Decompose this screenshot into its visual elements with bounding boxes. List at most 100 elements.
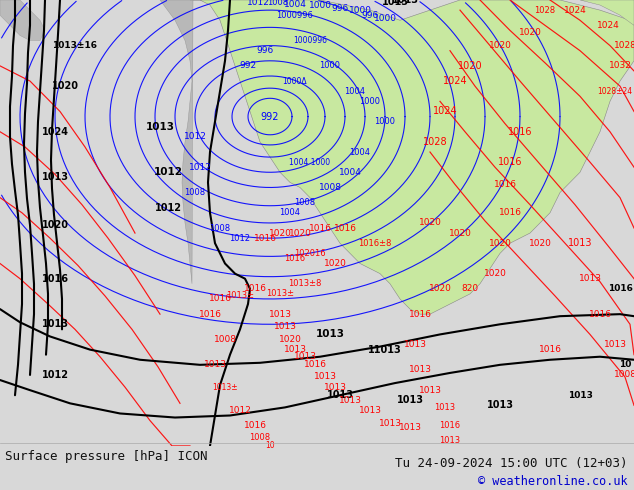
Text: 1013: 1013: [269, 310, 292, 318]
Text: 1000Δ: 1000Δ: [283, 76, 307, 86]
Text: 1024: 1024: [443, 76, 467, 86]
Text: 1016: 1016: [285, 254, 306, 263]
Text: 1020: 1020: [458, 61, 482, 71]
Text: 1000: 1000: [373, 14, 396, 23]
Text: 1028: 1028: [423, 137, 448, 147]
Text: 1013±8: 1013±8: [288, 279, 321, 288]
Polygon shape: [160, 0, 193, 284]
Text: 1013: 1013: [145, 122, 174, 132]
Text: 1020: 1020: [278, 335, 301, 344]
Text: 1016: 1016: [498, 157, 522, 167]
Text: 1012: 1012: [41, 370, 68, 380]
Text: 1013±16: 1013±16: [53, 41, 98, 50]
Text: 1013: 1013: [204, 360, 226, 369]
Text: 1000: 1000: [375, 117, 396, 126]
Text: 1016±8: 1016±8: [358, 239, 392, 248]
Text: 1013: 1013: [339, 396, 361, 405]
Text: 1020: 1020: [269, 228, 292, 238]
Text: 1004: 1004: [349, 147, 370, 156]
Text: 992: 992: [261, 112, 279, 122]
Text: 1013: 1013: [399, 423, 422, 432]
Text: 1024: 1024: [597, 21, 619, 30]
Text: 1008: 1008: [294, 198, 316, 207]
Text: 1008: 1008: [184, 188, 205, 197]
Text: 1016: 1016: [254, 234, 276, 243]
Text: 992: 992: [240, 61, 257, 71]
Text: 1016: 1016: [198, 310, 221, 318]
Text: 1000: 1000: [320, 61, 340, 71]
Polygon shape: [0, 0, 45, 41]
Text: 1012: 1012: [229, 406, 252, 415]
Text: 1013: 1013: [41, 172, 68, 182]
Text: 1016: 1016: [209, 294, 231, 303]
Text: © weatheronline.co.uk: © weatheronline.co.uk: [478, 475, 628, 488]
Text: 11013: 11013: [368, 344, 402, 355]
Text: 1000: 1000: [349, 5, 372, 15]
Text: 1000: 1000: [309, 0, 332, 10]
Text: 996: 996: [332, 3, 349, 13]
Text: 820: 820: [462, 284, 479, 294]
Text: 1020: 1020: [41, 220, 68, 230]
Text: 1020: 1020: [418, 219, 441, 227]
Text: 1020: 1020: [429, 284, 451, 294]
Text: 1013: 1013: [327, 390, 354, 400]
Text: 1016: 1016: [41, 274, 68, 284]
Text: 10: 10: [265, 441, 275, 450]
Polygon shape: [580, 0, 634, 25]
Text: 1013: 1013: [396, 395, 424, 405]
Text: 1008: 1008: [268, 0, 288, 6]
Text: 1004: 1004: [344, 87, 365, 96]
Text: 1013: 1013: [604, 340, 626, 349]
Text: 1008: 1008: [209, 223, 231, 233]
Text: 1013: 1013: [392, 0, 418, 5]
Text: 1020: 1020: [489, 239, 512, 248]
Text: 1024: 1024: [41, 127, 68, 137]
Text: 1028: 1028: [534, 5, 555, 15]
Text: 1016: 1016: [408, 310, 432, 318]
Text: 1016: 1016: [493, 180, 517, 189]
Polygon shape: [190, 0, 634, 314]
Text: 1012: 1012: [184, 132, 207, 141]
Text: 1020: 1020: [288, 228, 311, 238]
Text: 1013: 1013: [358, 406, 382, 415]
Text: 1032: 1032: [609, 61, 631, 71]
Text: 1024: 1024: [564, 5, 586, 15]
Text: 1016: 1016: [243, 284, 266, 294]
Text: 1012: 1012: [155, 203, 181, 213]
Text: 1012: 1012: [230, 234, 250, 243]
Text: 1016: 1016: [588, 310, 612, 318]
Text: 1013: 1013: [439, 436, 460, 445]
Text: 1013±: 1013±: [212, 383, 238, 392]
Text: 10: 10: [619, 360, 631, 369]
Text: 102016: 102016: [294, 249, 326, 258]
Text: Tu 24-09-2024 15:00 UTC (12+03): Tu 24-09-2024 15:00 UTC (12+03): [395, 457, 628, 469]
Text: 1012: 1012: [247, 0, 269, 6]
Text: 1016: 1016: [243, 421, 266, 430]
Text: 1013: 1013: [378, 419, 401, 428]
Text: 1013: 1013: [567, 391, 592, 400]
Text: 1008: 1008: [249, 433, 271, 442]
Text: 1016: 1016: [333, 223, 356, 233]
Text: 1012: 1012: [188, 163, 211, 172]
Text: 1013: 1013: [41, 319, 68, 329]
Text: 1020: 1020: [449, 228, 472, 238]
Text: 1020: 1020: [484, 269, 507, 278]
Text: 1008: 1008: [614, 370, 634, 379]
Text: 1013±: 1013±: [266, 290, 294, 298]
Text: 1004 1000: 1004 1000: [290, 158, 330, 167]
Text: 1004: 1004: [339, 168, 361, 177]
Text: 1000996: 1000996: [293, 36, 327, 45]
Text: 1016: 1016: [498, 208, 522, 218]
Text: 1016: 1016: [538, 345, 562, 354]
Text: 1016: 1016: [439, 421, 460, 430]
Text: 1013: 1013: [382, 0, 408, 7]
Text: 1013: 1013: [408, 366, 432, 374]
Text: 1013: 1013: [486, 400, 514, 410]
Text: 1020: 1020: [529, 239, 552, 248]
Text: 1016: 1016: [304, 360, 327, 369]
Text: 1020: 1020: [489, 41, 512, 50]
Text: 1000: 1000: [359, 97, 380, 106]
Text: 996: 996: [256, 46, 274, 55]
Text: 1004: 1004: [283, 0, 306, 8]
Text: 1013: 1013: [403, 340, 427, 349]
